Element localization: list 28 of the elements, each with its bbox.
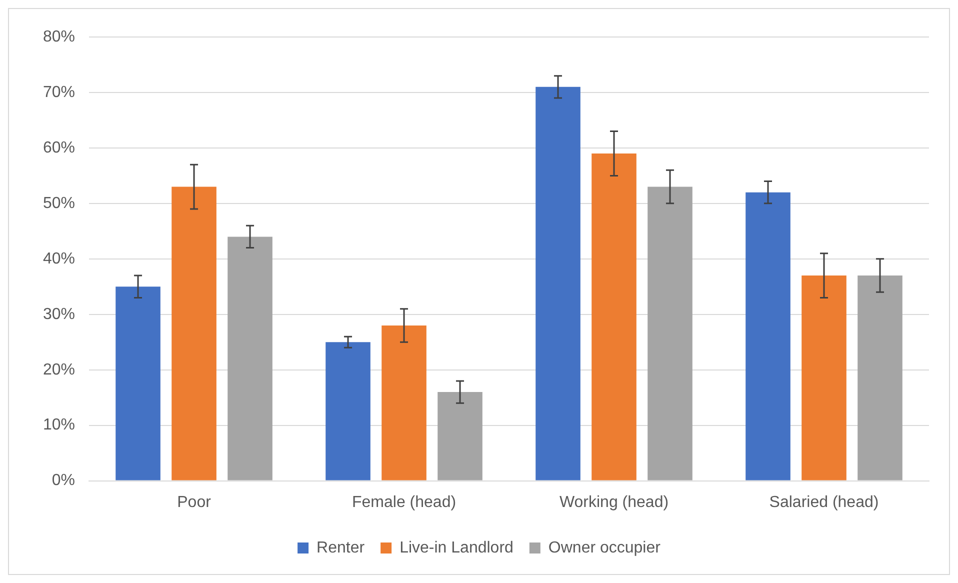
legend-label: Renter xyxy=(316,539,366,556)
bar xyxy=(172,186,216,480)
bar xyxy=(648,186,692,480)
bar xyxy=(536,86,580,480)
y-tick-label: 20% xyxy=(42,361,76,378)
x-tick-label: Salaried (head) xyxy=(769,494,879,511)
bar xyxy=(116,286,160,480)
y-tick-label: 40% xyxy=(42,250,76,268)
bar xyxy=(228,236,272,480)
bar xyxy=(382,325,426,480)
bar xyxy=(438,392,482,480)
y-tick-label: 50% xyxy=(42,194,76,212)
bar xyxy=(858,276,902,480)
y-tick-label: 10% xyxy=(42,416,76,434)
x-tick-label: Female (head) xyxy=(352,494,456,511)
legend-label: Owner occupier xyxy=(548,539,662,556)
x-tick-label: Working (head) xyxy=(559,494,669,511)
legend-label: Live-in Landlord xyxy=(400,539,514,556)
y-tick-label: 0% xyxy=(52,472,76,490)
x-tick-label: Poor xyxy=(177,494,212,511)
y-tick-label: 70% xyxy=(42,84,76,101)
bar xyxy=(326,342,370,480)
bar xyxy=(802,276,846,480)
bar xyxy=(746,192,790,480)
bar xyxy=(592,154,636,480)
y-tick-label: 80% xyxy=(42,28,76,46)
y-tick-label: 30% xyxy=(42,306,76,323)
y-tick-label: 60% xyxy=(42,139,76,156)
